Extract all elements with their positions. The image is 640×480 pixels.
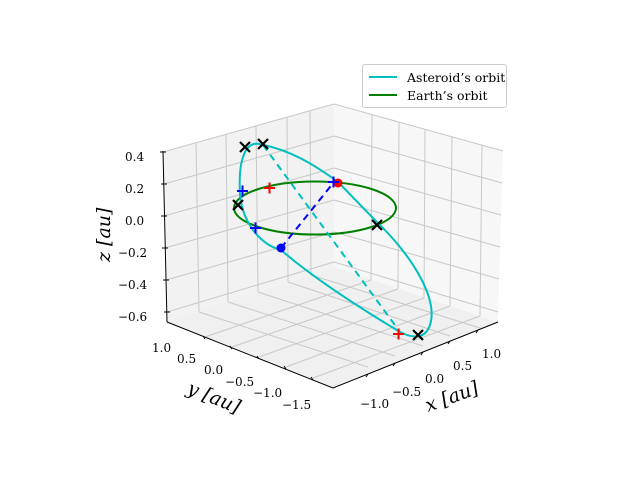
grid-floor: [198, 274, 481, 379]
svg-text:−1.0: −1.0: [253, 386, 282, 400]
y-tick-labels: 1.0 0.5 0.0 −0.5 −1.0 −1.5: [152, 341, 311, 412]
red-plus-markers: [264, 182, 404, 340]
floor-pane: [167, 267, 498, 388]
z-axis-label: z [au]: [93, 207, 115, 263]
legend-item-earth: Earth’s orbit: [369, 86, 488, 104]
svg-text:0.5: 0.5: [177, 352, 196, 366]
svg-text:−0.2: −0.2: [118, 246, 147, 260]
apsides-dashed-line: [262, 144, 401, 333]
blue-dot-marker: [276, 243, 286, 253]
axis-lines: [162, 150, 499, 389]
grid-right: [333, 103, 504, 317]
legend-swatch-earth: [369, 94, 397, 96]
svg-text:0.0: 0.0: [204, 363, 223, 377]
svg-text:0.0: 0.0: [125, 214, 144, 228]
svg-text:0.5: 0.5: [453, 359, 472, 373]
svg-text:−0.6: −0.6: [118, 310, 147, 324]
svg-text:−1.0: −1.0: [360, 397, 389, 411]
tick-marks: [160, 151, 479, 381]
legend-item-asteroid: Asteroid’s orbit: [369, 68, 505, 86]
svg-text:0.4: 0.4: [125, 150, 144, 164]
legend: Asteroid’s orbit Earth’s orbit: [362, 64, 507, 108]
black-x-markers: [232, 138, 424, 341]
z-tick-labels: 0.4 0.2 0.0 −0.2 −0.4 −0.6: [118, 150, 148, 324]
x-tick-labels: −1.0 −0.5 0.0 0.5 1.0: [360, 347, 501, 411]
legend-swatch-asteroid: [369, 76, 397, 78]
svg-text:1.0: 1.0: [152, 341, 171, 355]
legend-label-earth: Earth’s orbit: [407, 87, 488, 103]
svg-text:1.0: 1.0: [482, 347, 501, 361]
svg-text:0.0: 0.0: [425, 372, 444, 386]
x-axis-line: [332, 321, 499, 389]
svg-text:−0.5: −0.5: [392, 385, 421, 399]
svg-text:−0.4: −0.4: [118, 278, 148, 292]
legend-label-asteroid: Asteroid’s orbit: [407, 69, 506, 85]
y-axis-line: [166, 321, 334, 389]
right-pane: [334, 104, 503, 322]
blue-dashed-line: [280, 181, 335, 249]
svg-text:−0.5: −0.5: [225, 375, 254, 389]
svg-text:−1.5: −1.5: [282, 398, 311, 412]
blue-plus-markers: [237, 176, 339, 234]
svg-text:0.2: 0.2: [125, 182, 144, 196]
z-axis-line: [162, 150, 168, 323]
left-pane: [163, 104, 334, 322]
